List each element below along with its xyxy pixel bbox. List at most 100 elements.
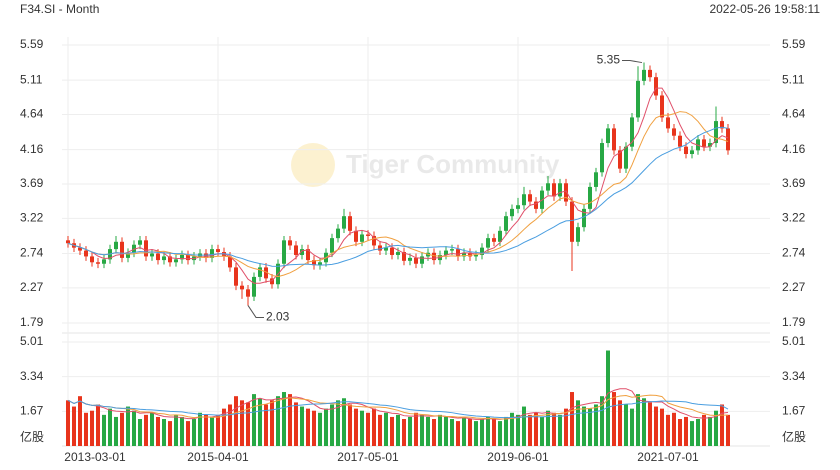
x-tick-label: 2021-07-01 [637,450,699,464]
volume-tick-label: 5.01 [20,334,44,348]
volume-bar [570,392,574,446]
volume-bar [396,414,400,446]
high-leader [622,60,643,64]
volume-bar [594,404,598,446]
volume-bar [96,404,100,446]
volume-bar [144,414,148,446]
volume-bar [66,400,70,446]
volume-ma-line [67,394,728,420]
volume-bar [678,419,682,446]
volume-unit-right: 亿股 [782,429,806,444]
candle-body [174,259,178,263]
candle-body [348,216,352,231]
volume-bar [114,416,118,446]
volume-bar [696,419,700,446]
candle-body [156,253,160,261]
volume-bar [282,392,286,446]
volume-bar [330,404,334,446]
volume-bar [336,400,340,446]
candle-body [450,249,454,251]
candle-body [168,256,172,263]
volume-bar [426,416,430,446]
y-tick-label: 5.59 [20,37,44,51]
low-annotation: 2.03 [266,310,290,324]
volume-bar [690,421,694,446]
candle-body [522,194,526,206]
volume-bar [132,410,136,446]
volume-bar [492,419,496,446]
volume-bar [300,406,304,446]
candle-body [642,69,646,81]
volume-bar [240,400,244,446]
volume-bar [156,416,160,446]
candle-body [708,143,712,147]
volume-bar [372,408,376,446]
volume-bar [720,404,724,446]
volume-bar [642,398,646,446]
candle-body [492,238,496,242]
volume-bar [360,410,364,446]
volume-bar [168,421,172,446]
candle-body [720,121,724,129]
candle-body [186,254,190,261]
volume-bar [552,412,556,446]
candle-body [342,216,346,229]
y-tick-label-right: 1.79 [782,315,806,329]
volume-bar [210,416,214,446]
candle-body [372,235,376,246]
volume-bar [684,416,688,446]
low-leader [247,305,264,318]
volume-bar [264,404,268,446]
candle-body [420,256,424,264]
volume-bar [366,412,370,446]
volume-bar [618,400,622,446]
volume-bar [522,406,526,446]
volume-bar [108,408,112,446]
volume-bar [636,394,640,446]
volume-bar [438,414,442,446]
candle-body [306,249,310,261]
candle-body [546,183,550,191]
volume-tick-label: 1.67 [20,404,44,418]
volume-bar [294,402,298,446]
volume-bar [540,416,544,446]
volume-bar [174,414,178,446]
volume-bar [564,408,568,446]
candle-body [468,252,472,257]
candle-body [684,146,688,155]
candle-body [702,139,706,147]
candle-body [312,260,316,266]
y-tick-label-right: 2.27 [782,280,806,294]
candle-body [396,252,400,255]
candle-body [138,240,142,245]
candle-body [516,205,520,209]
y-tick-label-right: 3.22 [782,211,806,225]
volume-bar [204,414,208,446]
volume-bar [102,414,106,446]
volume-bar [528,414,532,446]
volume-bar [186,421,190,446]
candle-body [408,257,412,261]
y-tick-label-right: 5.11 [782,72,805,86]
candle-body [210,249,214,258]
volume-bar [510,412,514,446]
volume-tick-label: 3.34 [20,369,44,383]
volume-bar [588,408,592,446]
volume-bar [228,404,232,446]
candle-body [162,256,166,261]
volume-bar [606,350,610,446]
candle-body [582,208,586,228]
volume-bar [546,410,550,446]
volume-bar [84,412,88,446]
y-tick-label-right: 3.69 [782,176,806,190]
candle-body [354,230,358,242]
volume-bar [654,406,658,446]
candle-body [114,241,118,250]
candle-body [624,146,628,169]
candle-body [504,216,508,231]
volume-bar [702,414,706,446]
volume-bar [666,414,670,446]
y-tick-label: 5.11 [20,72,43,86]
candle-body [300,249,304,255]
price-ma-line [67,87,729,284]
